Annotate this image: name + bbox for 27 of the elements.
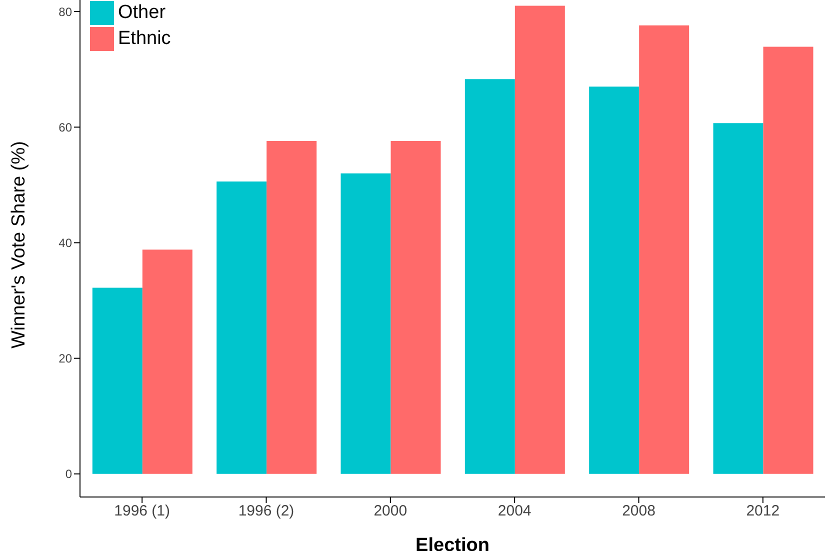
x-tick-label: 2004 bbox=[498, 502, 532, 520]
bar bbox=[464, 79, 515, 474]
bar bbox=[142, 250, 192, 474]
x-tick-label: 2000 bbox=[374, 502, 408, 520]
x-tick-label: 2012 bbox=[746, 502, 780, 520]
bar bbox=[589, 86, 640, 474]
x-tick-label: 1996 (1) bbox=[114, 502, 170, 520]
y-tick-label: 0 bbox=[65, 467, 72, 482]
y-axis-title: Winner's Vote Share (%) bbox=[8, 141, 30, 348]
x-axis-title: Election bbox=[416, 535, 490, 551]
bar bbox=[514, 6, 565, 474]
bar bbox=[713, 123, 764, 474]
bar bbox=[340, 173, 391, 474]
x-tick-label: 1996 (2) bbox=[238, 502, 294, 520]
bar bbox=[92, 288, 142, 474]
bar bbox=[266, 141, 317, 474]
bar bbox=[763, 46, 814, 474]
y-tick-label: 60 bbox=[58, 120, 72, 134]
bar bbox=[639, 25, 690, 474]
bar bbox=[390, 141, 441, 474]
legend-label: Ethnic bbox=[118, 28, 171, 50]
x-tick-label: 2008 bbox=[622, 502, 656, 520]
bar bbox=[216, 181, 267, 474]
legend-label: Other bbox=[118, 2, 166, 24]
y-tick-label: 80 bbox=[58, 4, 72, 19]
y-tick-label: 20 bbox=[58, 352, 72, 366]
y-tick-label: 40 bbox=[58, 236, 72, 250]
